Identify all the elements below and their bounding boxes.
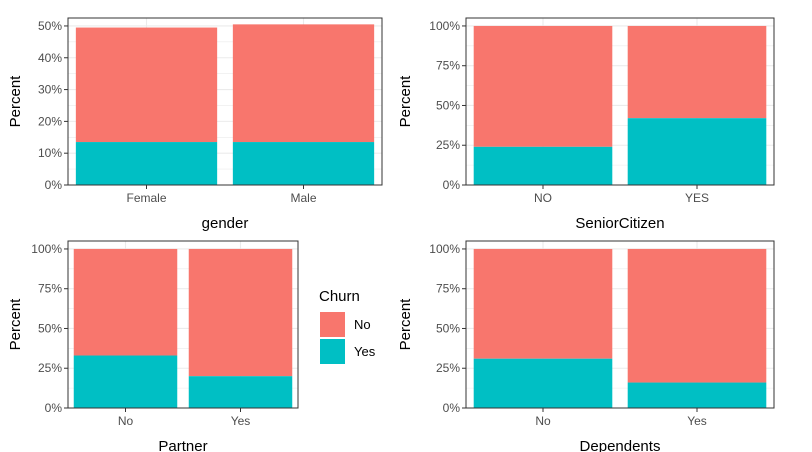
bar-yes-yes — [627, 118, 767, 185]
bar-yes-no — [473, 146, 613, 185]
y-axis-title: Percent — [397, 75, 414, 128]
y-tick-label: 40% — [38, 51, 62, 65]
bar-yes-no — [473, 358, 613, 408]
y-tick-label: 75% — [436, 59, 460, 73]
bar-no-no — [473, 248, 613, 359]
bar-no-yes — [627, 25, 767, 119]
bar-yes-male — [232, 142, 375, 185]
x-tick-label: Yes — [687, 414, 707, 428]
bar-yes-yes — [627, 382, 767, 408]
bar-no-male — [232, 24, 375, 143]
y-tick-label: 75% — [436, 282, 460, 296]
y-tick-label: 100% — [31, 242, 62, 256]
bar-no-no — [473, 25, 613, 147]
legend-label-yes: Yes — [354, 344, 376, 359]
legend-swatch-no — [320, 312, 345, 337]
x-axis-title: Partner — [158, 438, 207, 452]
panel-border — [67, 17, 383, 186]
x-tick-label: YES — [685, 191, 709, 205]
bar-no-female — [75, 27, 218, 143]
legend: Churn No Yes — [319, 288, 376, 364]
legend-swatch-yes — [320, 339, 345, 364]
y-tick-label: 0% — [443, 178, 461, 192]
panel-border — [465, 240, 775, 409]
panel-border — [67, 240, 299, 409]
panel-seniorcitizen: 0% 25% 50% 75% 100% NO YES SeniorCitizen Percent — [397, 17, 775, 232]
y-tick-label: 50% — [38, 19, 62, 33]
x-axis-title: gender — [202, 215, 249, 232]
panel-dependents: 0% 25% 50% 75% 100% No Yes Dependents Percent — [397, 240, 775, 452]
charts-group: 0% 10% 20% 30% 40% 50% Female Male gender Percent… — [7, 17, 775, 452]
y-tick-label: 0% — [443, 401, 461, 415]
x-tick-label: No — [535, 414, 551, 428]
legend-title: Churn — [319, 288, 360, 305]
x-tick-label: Yes — [231, 414, 251, 428]
panel-gender: 0% 10% 20% 30% 40% 50% Female Male gender Percent — [7, 17, 383, 232]
y-tick-label: 75% — [38, 282, 62, 296]
y-tick-label: 25% — [436, 138, 460, 152]
panel-partner: 0% 25% 50% 75% 100% No Yes Partner Percent — [7, 240, 299, 452]
y-tick-label: 100% — [429, 242, 460, 256]
x-tick-label: Female — [126, 191, 166, 205]
x-axis-title: Dependents — [580, 438, 661, 452]
legend-label-no: No — [354, 317, 371, 332]
y-tick-label: 50% — [436, 98, 460, 112]
bar-no-no — [73, 248, 178, 356]
y-tick-label: 10% — [38, 146, 62, 160]
x-tick-label: Male — [290, 191, 316, 205]
y-tick-label: 25% — [38, 361, 62, 375]
x-axis-title: SeniorCitizen — [575, 215, 664, 232]
x-tick-label: No — [118, 414, 134, 428]
bar-yes-no — [73, 355, 178, 408]
x-tick-label: NO — [534, 191, 552, 205]
panel-border — [465, 17, 775, 186]
y-tick-label: 100% — [429, 19, 460, 33]
y-tick-label: 50% — [38, 321, 62, 335]
y-axis-title: Percent — [7, 298, 24, 351]
bar-yes-female — [75, 142, 218, 185]
y-tick-label: 0% — [45, 178, 63, 192]
bar-yes-yes — [188, 376, 293, 408]
y-tick-label: 0% — [45, 401, 63, 415]
bar-no-yes — [627, 248, 767, 383]
y-tick-label: 50% — [436, 321, 460, 335]
bar-no-yes — [188, 248, 293, 377]
y-tick-label: 30% — [38, 83, 62, 97]
y-axis-title: Percent — [7, 75, 24, 128]
y-tick-label: 25% — [436, 361, 460, 375]
y-tick-label: 20% — [38, 114, 62, 128]
y-axis-title: Percent — [397, 298, 414, 351]
